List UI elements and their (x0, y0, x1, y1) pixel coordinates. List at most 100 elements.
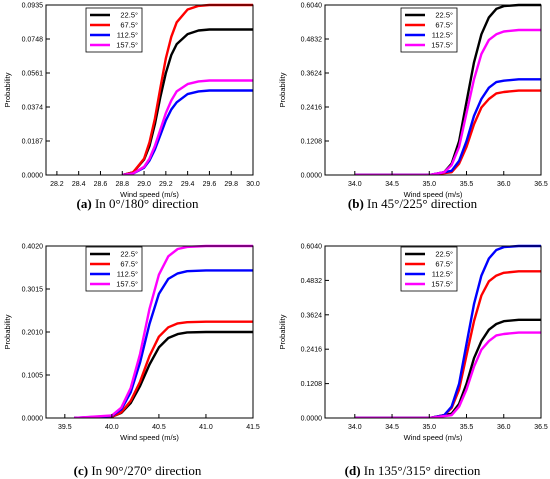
x-tick-label: 35.5 (460, 181, 474, 188)
x-axis-label: Wind speed (m/s) (404, 433, 463, 442)
panel-caption: (a) In 0°/180° direction (0, 196, 275, 212)
y-tick-label: 0.1005 (22, 373, 44, 380)
plot-frame (324, 245, 542, 419)
legend-label-4: 157.5° (431, 280, 453, 289)
y-axis-label: Probability (278, 314, 287, 349)
caption-text: In 90°/270° direction (88, 463, 202, 478)
y-tick-label: 0.1208 (301, 139, 323, 146)
chart-svg: 39.5 40.0 40.5 41.0 41.5 0.0000 0.1005 0.2010 0.… (3, 244, 260, 443)
x-tick-label: 41.5 (246, 424, 260, 431)
y-tick-label: 0.0374 (22, 105, 44, 112)
y-tick-label: 0.3624 (301, 312, 323, 319)
legend-label-2: 67.5° (120, 21, 138, 30)
legend-label-2: 67.5° (120, 260, 138, 269)
x-tick-label: 35.0 (422, 181, 436, 188)
y-tick-label: 0.0935 (22, 3, 44, 10)
chart-panel-3: 39.5 40.0 40.5 41.0 41.5 0.0000 0.1005 0.2010 0.… (0, 238, 275, 479)
x-tick-label: 39.5 (58, 424, 72, 431)
y-tick-label: 0.4832 (301, 278, 323, 285)
x-tick-label: 28.2 (50, 181, 64, 188)
x-tick-label: 36.5 (534, 424, 548, 431)
y-tick-label: 0.3015 (22, 287, 44, 294)
y-tick-label: 0.3624 (301, 71, 323, 78)
y-tick-label: 0.0000 (301, 173, 323, 180)
x-axis-label: Wind speed (m/s) (120, 433, 179, 442)
x-tick-label: 34.5 (385, 181, 399, 188)
y-tick-label: 0.2416 (301, 347, 323, 354)
legend-label-3: 112.5° (432, 270, 453, 279)
caption-text: In 0°/180° direction (91, 196, 199, 211)
y-tick-label: 0.4020 (22, 244, 44, 251)
legend-label-1: 22.5° (435, 11, 453, 20)
x-tick-label: 36.0 (497, 181, 511, 188)
series-line-3 (354, 78, 541, 175)
chart-panel-4: 34.0 34.5 35.0 35.5 36.0 36.5 0.0000 0.1208 0.24… (275, 238, 550, 479)
legend-label-1: 22.5° (435, 250, 453, 259)
x-axis-label: Wind speed (m/s) (404, 190, 463, 199)
legend: 22.5°67.5°112.5°157.5° (85, 7, 143, 53)
caption-text: In 135°/315° direction (360, 463, 481, 478)
x-tick-label: 29.0 (137, 181, 151, 188)
series-line-2 (354, 270, 541, 418)
x-tick-label: 29.8 (224, 181, 238, 188)
y-tick-label: 0.6040 (301, 244, 323, 251)
legend: 22.5°67.5°112.5°157.5° (400, 7, 458, 53)
chart-panel-2: 34.0 34.5 35.0 35.5 36.0 36.5 0.0000 0.1208 0.24… (275, 0, 550, 237)
x-tick-label: 34.5 (385, 424, 399, 431)
x-tick-label: 29.2 (159, 181, 173, 188)
x-tick-label: 41.0 (199, 424, 213, 431)
legend-label-2: 67.5° (435, 260, 453, 269)
y-tick-label: 0.6040 (301, 3, 323, 10)
x-tick-label: 29.6 (203, 181, 217, 188)
chart-panel-1: 28.2 28.4 28.6 28.8 29.0 29.2 29.4 29.6 29.8 30.0… (0, 0, 275, 237)
legend-label-1: 22.5° (120, 250, 138, 259)
series-line-4 (74, 244, 253, 418)
x-tick-label: 40.0 (105, 424, 119, 431)
legend-label-3: 112.5° (432, 31, 453, 40)
y-axis-label: Probability (3, 314, 12, 349)
x-tick-label: 40.5 (152, 424, 166, 431)
y-tick-label: 0.0187 (22, 139, 44, 146)
series-line-2 (74, 320, 253, 418)
y-axis-label: Probability (278, 72, 287, 107)
x-tick-label: 34.0 (348, 424, 362, 431)
y-tick-label: 0.4832 (301, 37, 323, 44)
y-axis-label: Probability (3, 72, 12, 107)
panel-caption: (d) In 135°/315° direction (275, 463, 550, 479)
legend: 22.5°67.5°112.5°157.5° (400, 246, 458, 292)
legend-label-3: 112.5° (117, 31, 138, 40)
series-line-1 (74, 330, 253, 418)
x-tick-label: 35.5 (460, 424, 474, 431)
y-tick-label: 0.0000 (301, 416, 323, 423)
series-line-2 (354, 89, 541, 175)
caption-letter: (c) (73, 463, 89, 478)
legend-label-3: 112.5° (117, 270, 138, 279)
x-tick-label: 36.0 (497, 424, 511, 431)
y-tick-label: 0.2416 (301, 105, 323, 112)
panel-caption: (b) In 45°/225° direction (275, 196, 550, 212)
legend-label-2: 67.5° (435, 21, 453, 30)
chart-svg: 34.0 34.5 35.0 35.5 36.0 36.5 0.0000 0.1208 0.24… (278, 244, 548, 443)
chart-svg: 34.0 34.5 35.0 35.5 36.0 36.5 0.0000 0.1208 0.24… (278, 3, 548, 200)
y-tick-label: 0.0000 (22, 173, 44, 180)
legend: 22.5°67.5°112.5°157.5° (85, 246, 143, 292)
y-tick-label: 0.2010 (22, 330, 44, 337)
y-tick-label: 0.0000 (22, 416, 44, 423)
legend-label-4: 157.5° (116, 41, 138, 50)
x-tick-label: 34.0 (348, 181, 362, 188)
legend-label-1: 22.5° (120, 11, 138, 20)
panel-caption: (c) In 90°/270° direction (0, 463, 275, 479)
caption-letter: (b) (347, 196, 364, 211)
chart-svg: 28.2 28.4 28.6 28.8 29.0 29.2 29.4 29.6 29.8 30.0… (3, 3, 260, 200)
caption-letter: (d) (344, 463, 361, 478)
series-line-1 (354, 318, 541, 418)
x-tick-label: 28.6 (94, 181, 108, 188)
y-tick-label: 0.0561 (22, 71, 44, 78)
x-tick-label: 29.4 (181, 181, 195, 188)
caption-text: In 45°/225° direction (363, 196, 478, 211)
x-tick-label: 28.4 (72, 181, 86, 188)
caption-letter: (a) (76, 196, 92, 211)
plot-frame (45, 4, 254, 176)
series-line-4 (122, 79, 253, 175)
